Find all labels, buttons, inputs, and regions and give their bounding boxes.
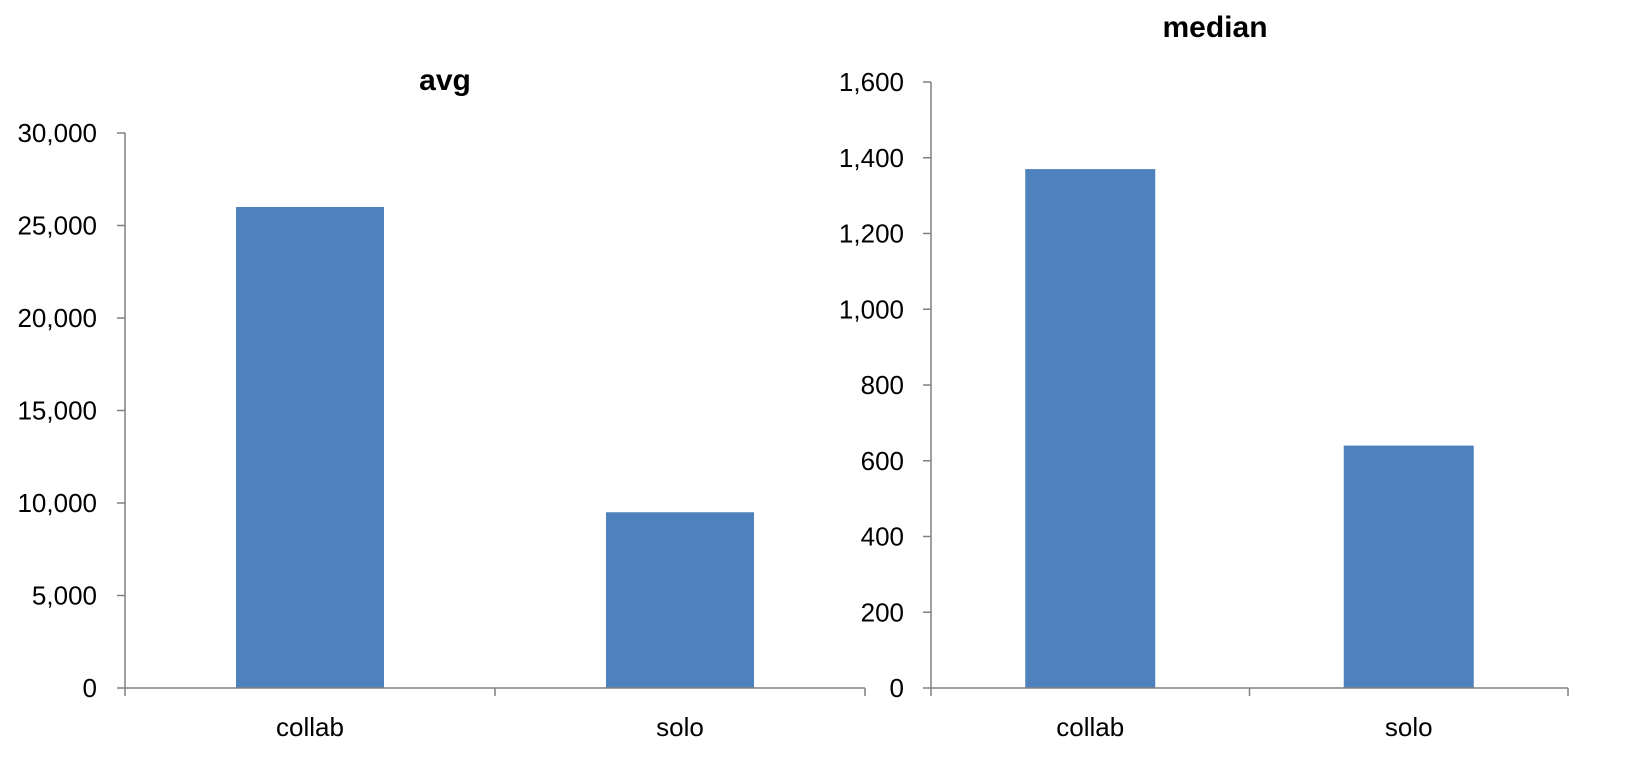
y-tick-label: 30,000 (17, 118, 97, 148)
category-label-collab: collab (1056, 712, 1124, 742)
category-label-solo: solo (1385, 712, 1433, 742)
y-tick-label: 25,000 (17, 211, 97, 241)
y-tick-label: 20,000 (17, 303, 97, 333)
category-label-solo: solo (656, 712, 704, 742)
y-tick-label: 400 (861, 522, 904, 552)
y-tick-label: 15,000 (17, 396, 97, 426)
y-tick-label: 1,200 (839, 219, 904, 249)
bar-collab (1025, 169, 1156, 689)
y-tick-label: 10,000 (17, 488, 97, 518)
y-tick-label: 600 (861, 446, 904, 476)
bar-solo (1343, 445, 1474, 688)
y-tick-label: 1,600 (839, 67, 904, 97)
chart-title: avg (419, 64, 471, 97)
category-label-collab: collab (276, 712, 344, 742)
y-tick-label: 1,400 (839, 143, 904, 173)
y-tick-label: 200 (861, 597, 904, 627)
y-tick-label: 0 (890, 673, 904, 703)
y-tick-label: 5,000 (32, 581, 97, 611)
y-tick-label: 800 (861, 370, 904, 400)
bar-collab (236, 207, 384, 688)
y-tick-label: 1,000 (839, 294, 904, 324)
y-tick-label: 0 (83, 673, 97, 703)
bar-solo (606, 512, 754, 688)
median-chart: median 0 200 400 600 800 1,000 1,200 1,400 1,600 c… (839, 11, 1569, 742)
avg-chart: avg 0 5,000 10,000 15,000 20,000 25,000 30,000 c… (17, 64, 866, 742)
chart-title: median (1162, 11, 1267, 44)
